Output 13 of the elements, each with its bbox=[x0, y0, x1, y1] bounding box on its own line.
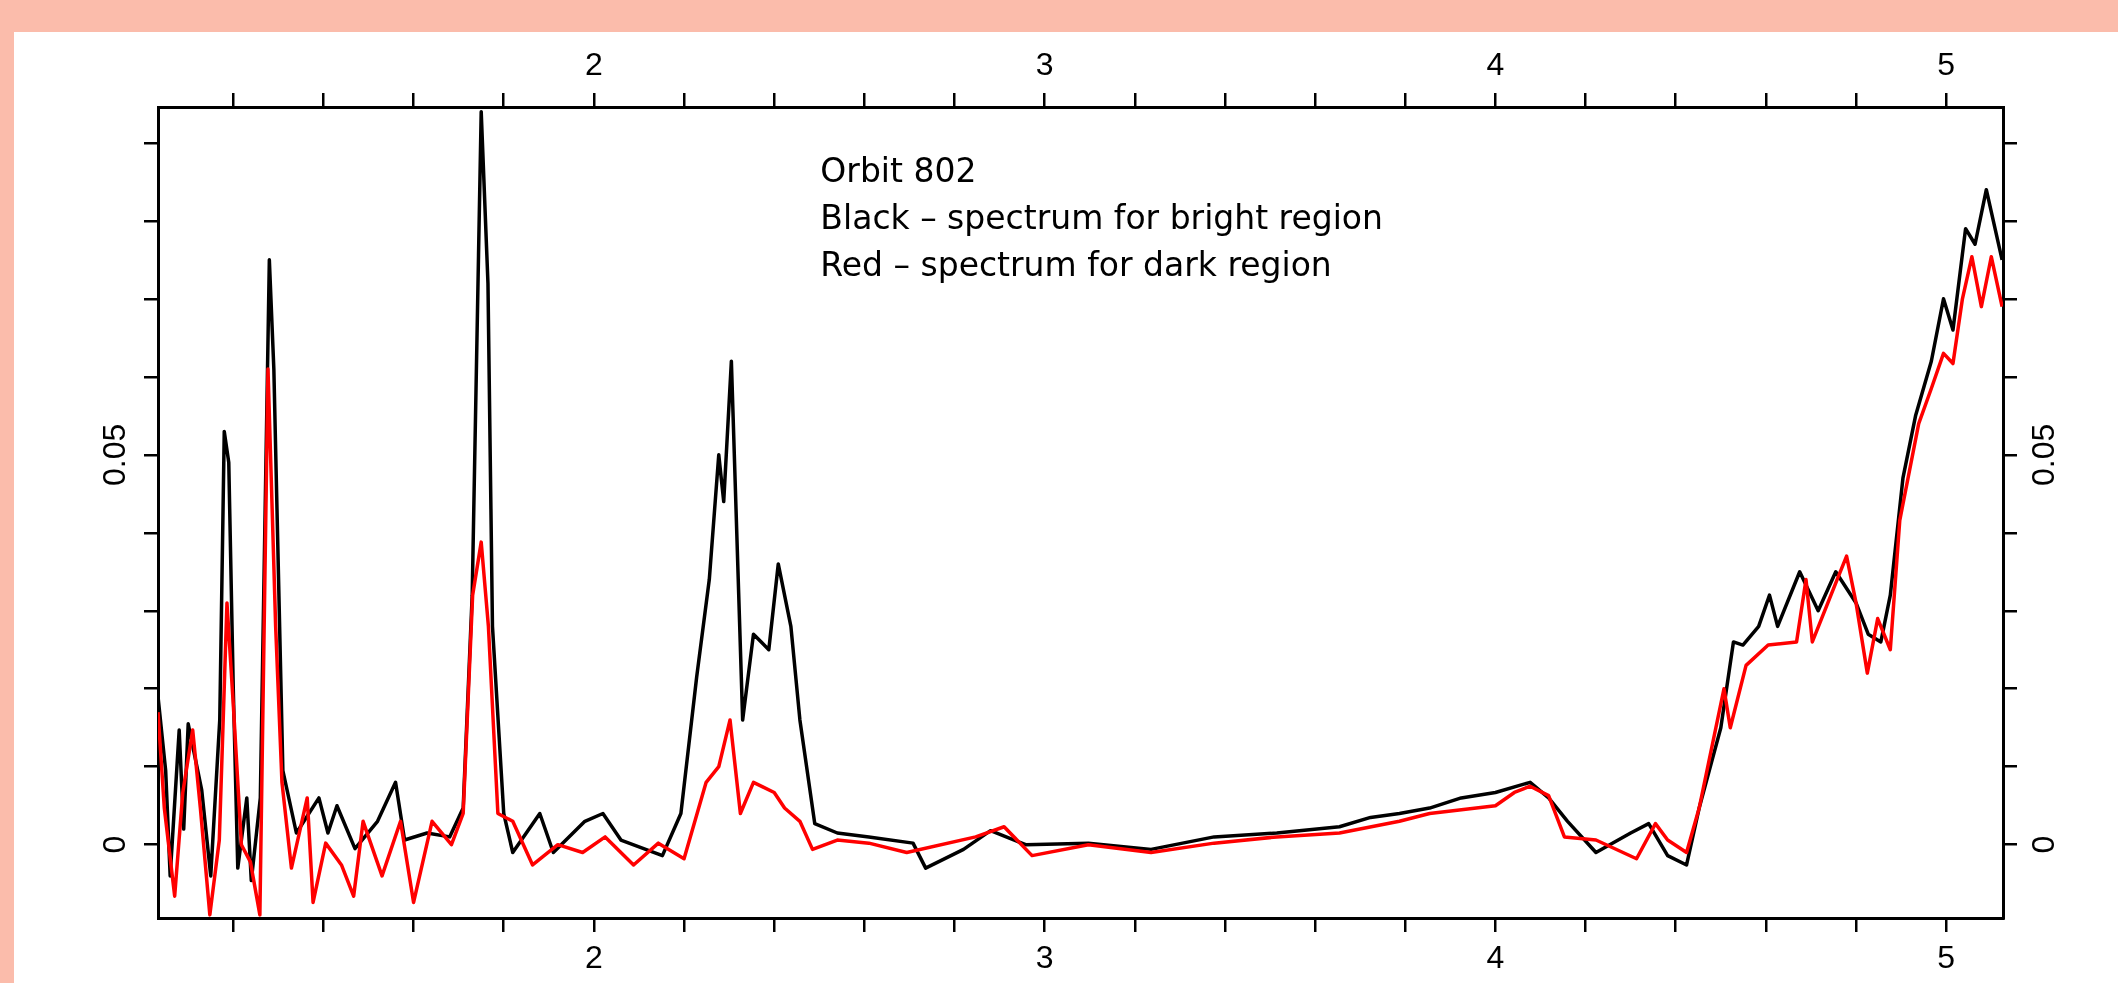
x-tick-label: 4 bbox=[1486, 939, 1505, 976]
x-tick-label: 5 bbox=[1937, 939, 1956, 976]
x2-tick-label: 4 bbox=[1486, 45, 1505, 82]
x-tick-label: 2 bbox=[585, 939, 603, 976]
x-tick-label: 3 bbox=[1035, 939, 1054, 976]
y2-tick-label: 0.05 bbox=[2024, 423, 2061, 486]
y2-tick-label: 0 bbox=[2024, 835, 2061, 854]
x2-tick-label: 3 bbox=[1035, 45, 1054, 82]
annotation: Orbit 802 bbox=[820, 150, 977, 190]
x2-tick-label: 2 bbox=[585, 45, 603, 82]
x2-tick-label: 5 bbox=[1937, 45, 1956, 82]
annotation: Black – spectrum for bright region bbox=[820, 197, 1383, 237]
annotation: Red – spectrum for dark region bbox=[820, 244, 1332, 284]
